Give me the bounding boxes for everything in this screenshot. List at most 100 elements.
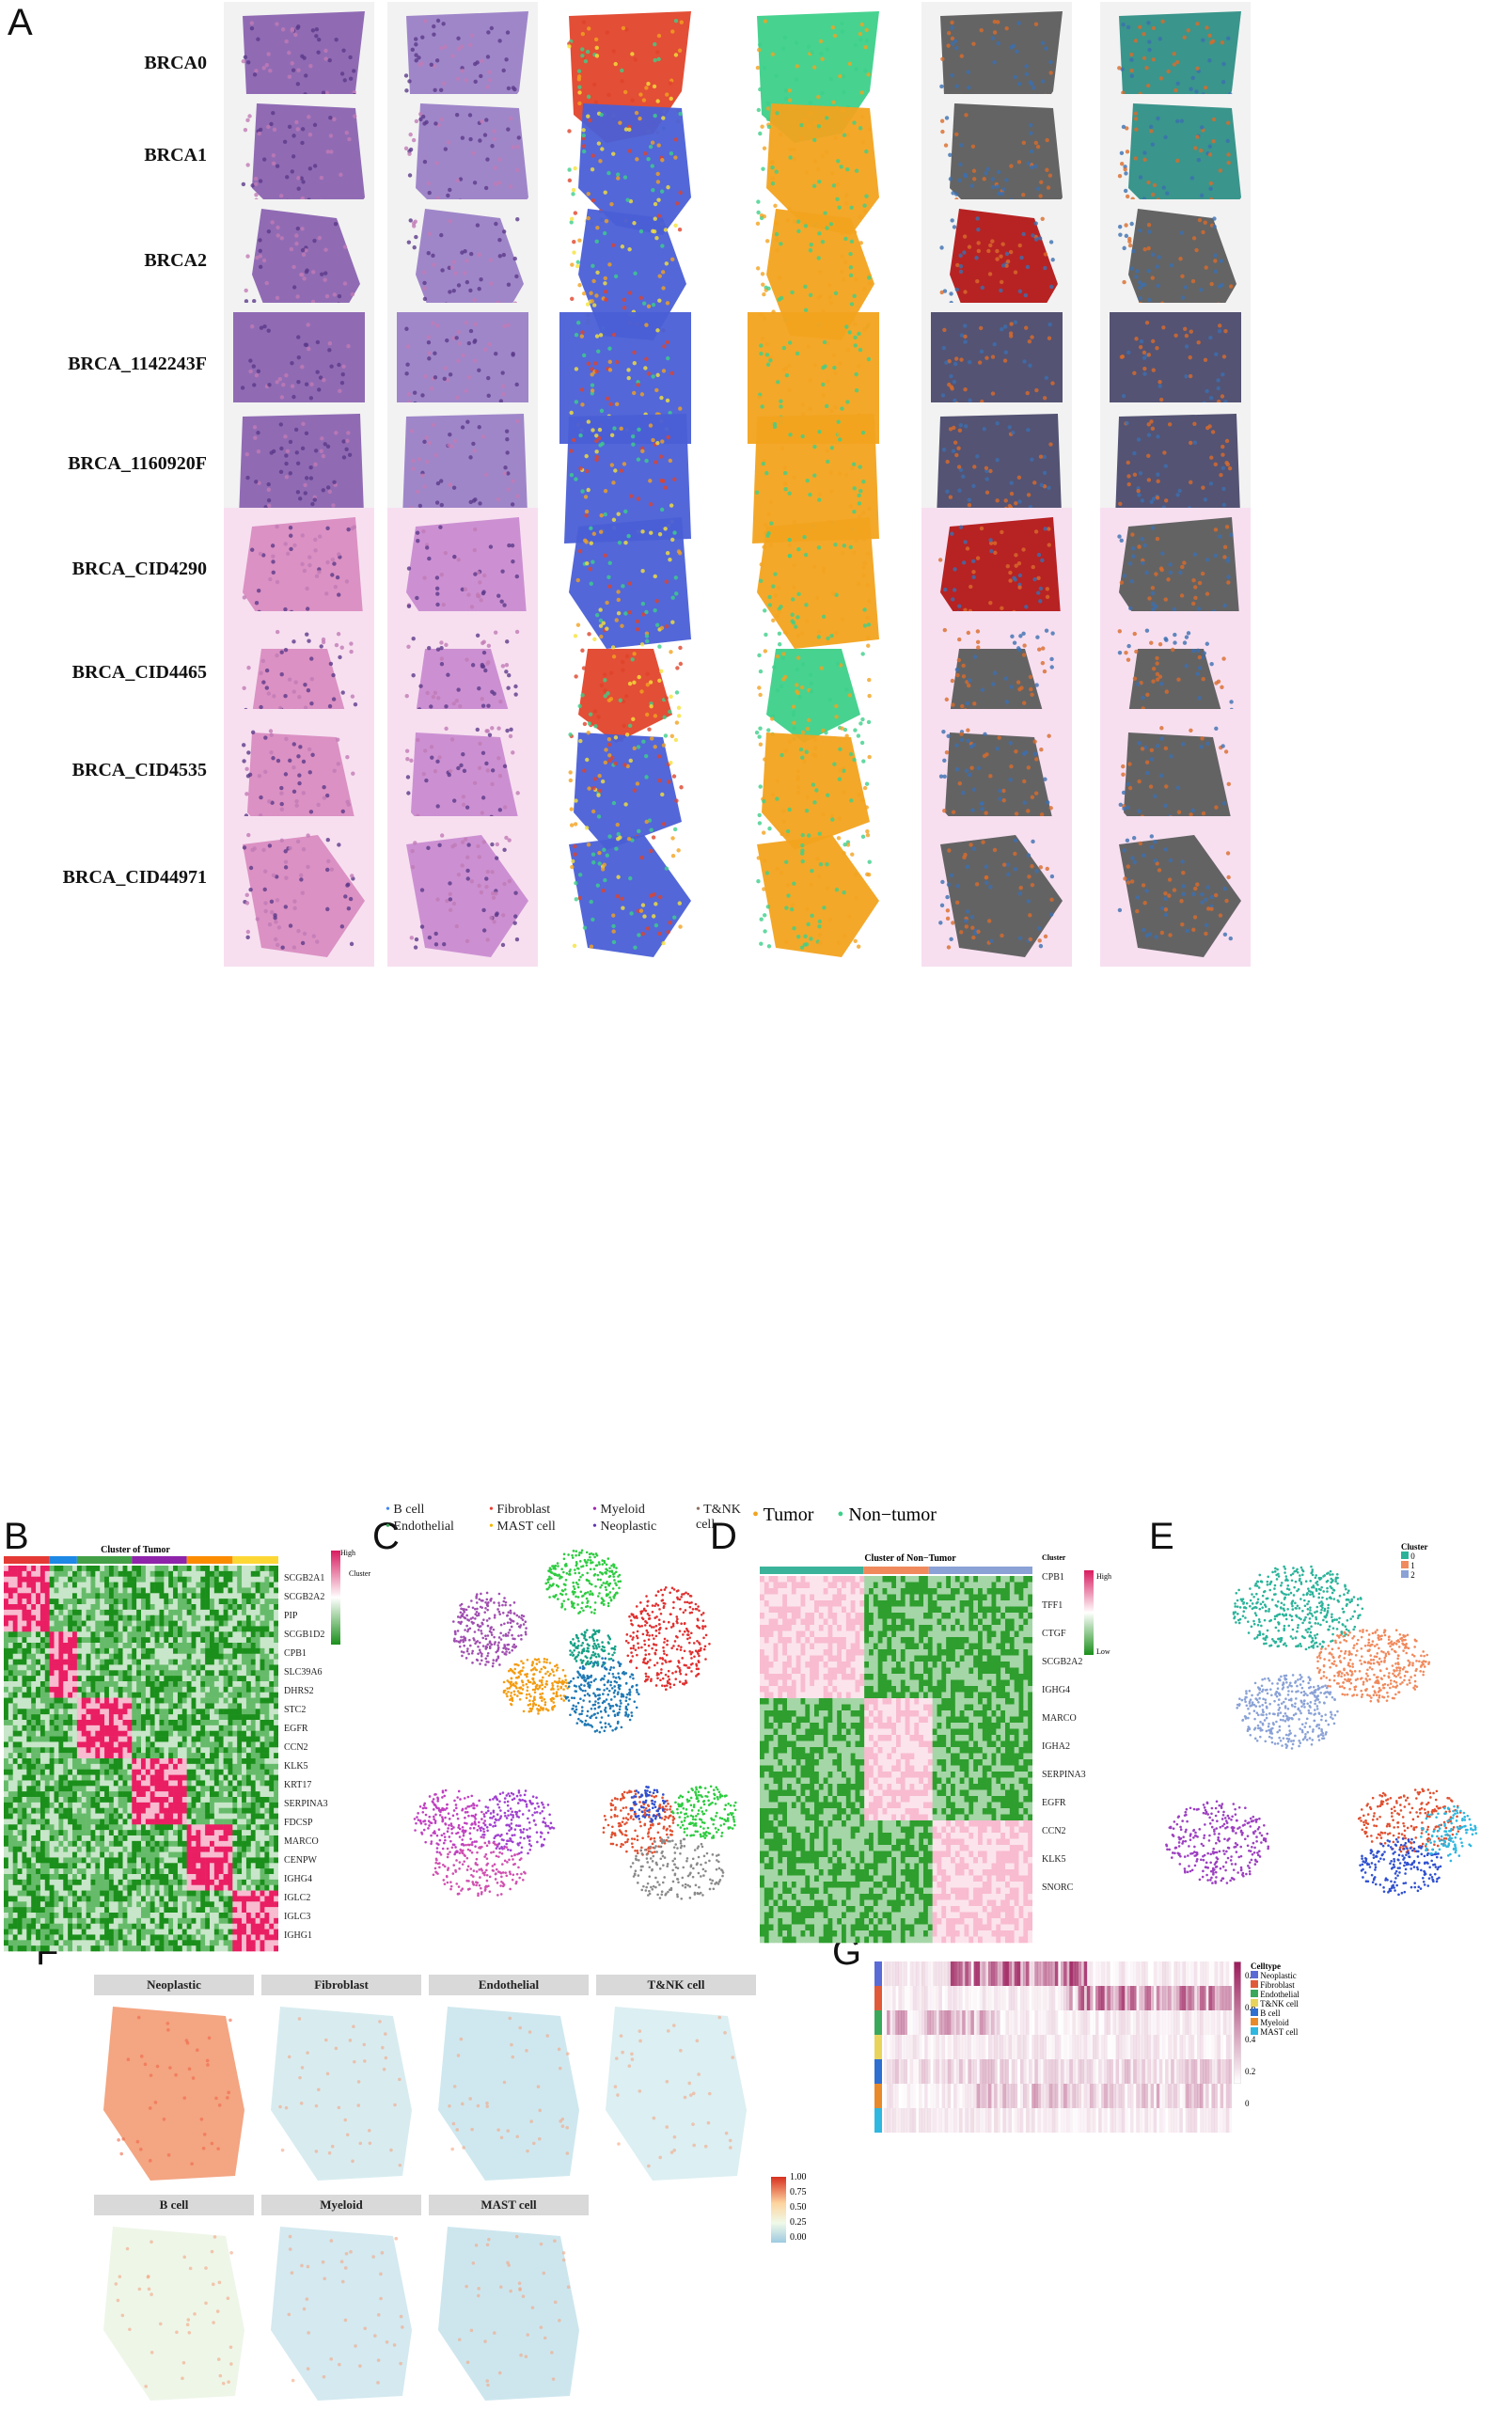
spatial-map [94, 1997, 254, 2190]
spatial-tile [550, 816, 701, 967]
panel-g-heatmap: 0.80.60.40.20 Celltype Neoplastic Fibrob… [874, 1961, 1512, 2187]
heatmap-b-title: Cluster of Tumor [41, 1545, 229, 1555]
spatial-map [94, 2217, 254, 2410]
tsne-celltype-plot [423, 1545, 724, 1752]
scale-tick: 0 [1245, 2099, 1250, 2108]
spatial-map-title: MAST cell [429, 2195, 589, 2215]
gene-label: SNORC [1042, 1882, 1073, 1893]
panel-e: Cluster 0 1 2 [1157, 1542, 1512, 1918]
celltype-legend-item: B cell [1251, 2008, 1299, 2018]
spatial-map-title: T&NK cell [596, 1975, 756, 1995]
heatmap-b-legend-high: High [340, 1549, 355, 1557]
cell-type-legend-item: • MAST cell [489, 1520, 556, 1535]
tsne-nontumor-plot [1204, 1552, 1439, 1768]
heatmap-d-low: Low [1096, 1647, 1110, 1656]
scale-tick: 1.00 [790, 2172, 807, 2182]
celltype-legend-title: Celltype [1251, 1961, 1299, 1971]
celltype-legend-item: Endothelial [1251, 1990, 1299, 1999]
celltype-legend-item: Neoplastic [1251, 1971, 1299, 1980]
gene-label: IGLC2 [284, 1893, 310, 1903]
tumor-label: Tumor [764, 1504, 814, 1525]
gene-label: KLK5 [284, 1761, 308, 1772]
sample-label: BRCA_1142243F [19, 354, 207, 375]
gene-label: STC2 [284, 1705, 306, 1715]
scale-tick: 0.75 [790, 2187, 807, 2197]
spatial-map [261, 2217, 421, 2410]
heatmap-d-canvas [760, 1567, 1032, 1952]
sample-label: BRCA_CID4465 [19, 662, 207, 684]
heatmap-b-colorbar [331, 1551, 340, 1645]
heatmap-b-canvas [4, 1556, 278, 1961]
spatial-map-title: Endothelial [429, 1975, 589, 1995]
non-tumor-dot: • [837, 1504, 843, 1525]
cluster-legend-0: 0 [1401, 1552, 1428, 1561]
celltype-legend-item: Myeloid [1251, 2018, 1299, 2027]
panel-label-a: A [8, 2, 33, 44]
tsne-e-score-plot [1157, 1787, 1279, 1899]
cell-type-legend-item: • T&NK cell [696, 1503, 752, 1533]
cluster-legend-title: Cluster [1401, 1542, 1428, 1552]
gene-label: MARCO [1042, 1713, 1077, 1724]
spatial-map [429, 2217, 589, 2410]
heatmap-d-colorbar [1084, 1570, 1094, 1655]
heatmap-d-high: High [1096, 1572, 1111, 1581]
celltype-legend-item: T&NK cell [1251, 1999, 1299, 2008]
cluster-legend-2: 2 [1401, 1570, 1428, 1580]
sample-label: BRCA_CID4290 [19, 559, 207, 580]
spatial-map-title: Fibroblast [261, 1975, 421, 1995]
tumor-legend: • Tumor • Non−tumor [752, 1504, 937, 1526]
spatial-map [596, 1997, 756, 2190]
gene-label: KLK5 [1042, 1854, 1066, 1865]
gene-label: SLC39A6 [284, 1667, 323, 1678]
gene-label: PIP [284, 1611, 297, 1621]
gene-label: IGHG4 [1042, 1685, 1070, 1695]
sample-label: BRCA_1160920F [19, 453, 207, 475]
cluster-legend-1: 1 [1401, 1561, 1428, 1570]
gene-label: SERPINA3 [1042, 1770, 1086, 1780]
gene-label: CPB1 [1042, 1572, 1064, 1583]
gene-label: CPB1 [284, 1648, 307, 1659]
sample-label: BRCA1 [19, 145, 207, 166]
cell-type-legend-item: • Neoplastic [592, 1520, 656, 1535]
gene-label: IGLC3 [284, 1912, 310, 1922]
sample-label: BRCA2 [19, 250, 207, 272]
gene-label: SCGB2A1 [284, 1573, 324, 1583]
spatial-tile [224, 816, 374, 967]
gene-label: DHRS2 [284, 1686, 314, 1696]
celltype-heatmap [874, 1961, 1232, 2159]
tsne-e-celltype-plot [1335, 1777, 1486, 1899]
gene-label: FDCSP [284, 1818, 313, 1828]
celltype-legend-item: Fibroblast [1251, 1980, 1299, 1990]
cell-type-legend-item: • Fibroblast [489, 1503, 550, 1518]
tumor-dot: • [752, 1504, 759, 1525]
tsne-score-plot [404, 1775, 564, 1916]
gene-label: SCGB1D2 [284, 1630, 324, 1640]
spatial-tile [387, 816, 538, 967]
cell-type-legend-item: • B cell [386, 1503, 424, 1518]
cell-type-legend-item: • Myeloid [592, 1503, 645, 1518]
spatial-map [429, 1997, 589, 2190]
sample-label: BRCA0 [19, 53, 207, 74]
panel-label-b: B [4, 1516, 29, 1558]
gene-label: EGFR [1042, 1798, 1066, 1808]
gene-label: KRT17 [284, 1780, 311, 1790]
gene-label: CCN2 [1042, 1826, 1066, 1836]
tsne-cluster-plot [592, 1775, 752, 1916]
gene-label: IGHA2 [1042, 1741, 1070, 1752]
spatial-tile [921, 816, 1072, 967]
gene-label: IGHG4 [284, 1874, 312, 1884]
scale-tick: 0.00 [790, 2232, 807, 2243]
scale-tick: 0.2 [1245, 2067, 1255, 2076]
spatial-map-title: Myeloid [261, 2195, 421, 2215]
gene-label: CCN2 [284, 1742, 308, 1753]
celltype-legend: Celltype Neoplastic Fibroblast Endotheli… [1251, 1961, 1299, 2037]
gene-label: MARCO [284, 1836, 319, 1847]
gene-label: SCGB2A2 [1042, 1657, 1082, 1667]
panel-c: • B cell• Endothelial• Fibroblast• MAST … [386, 1503, 752, 1916]
celltype-legend-item: MAST cell [1251, 2027, 1299, 2037]
gene-label: EGFR [284, 1724, 308, 1734]
non-tumor-label: Non−tumor [848, 1504, 937, 1525]
